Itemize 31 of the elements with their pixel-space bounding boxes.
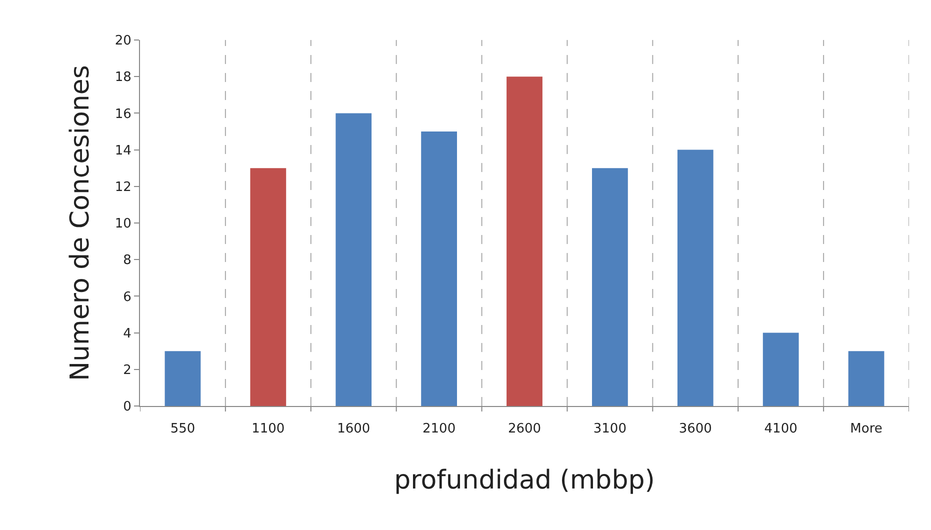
bar	[677, 150, 714, 406]
bar	[421, 132, 457, 406]
y-tick-label: 2	[123, 362, 132, 378]
bar	[250, 168, 286, 406]
y-tick-label: 16	[114, 106, 132, 122]
x-axis-title: profundidad (mbbp)	[394, 465, 655, 496]
x-tick-label: 3600	[678, 422, 712, 437]
bar	[506, 76, 542, 406]
y-tick-label: 8	[123, 253, 132, 268]
bar	[336, 113, 372, 406]
x-tick-label: 2100	[422, 422, 456, 437]
x-tick-label: 1600	[337, 422, 370, 437]
x-tick-label: 4100	[764, 422, 798, 437]
y-tick-label: 0	[123, 400, 132, 415]
y-tick-label: 4	[123, 326, 132, 342]
y-tick-label: 18	[114, 70, 132, 86]
y-tick-label: 10	[114, 216, 132, 232]
bar	[762, 332, 799, 406]
x-tick-label: 1100	[252, 422, 285, 437]
y-axis-title: Numero de Concesiones	[65, 65, 96, 381]
bar	[592, 168, 628, 406]
x-tick-label: 2600	[508, 422, 542, 437]
bar	[848, 351, 884, 406]
y-tick-label: 20	[114, 34, 132, 49]
x-tick-label: 3100	[593, 422, 626, 437]
bar	[164, 351, 201, 406]
y-tick-label: 12	[114, 180, 132, 195]
x-tick-label: More	[850, 422, 882, 437]
x-tick-label: 550	[170, 422, 196, 437]
y-tick-label: 14	[114, 143, 132, 158]
y-tick-label: 6	[123, 290, 132, 305]
